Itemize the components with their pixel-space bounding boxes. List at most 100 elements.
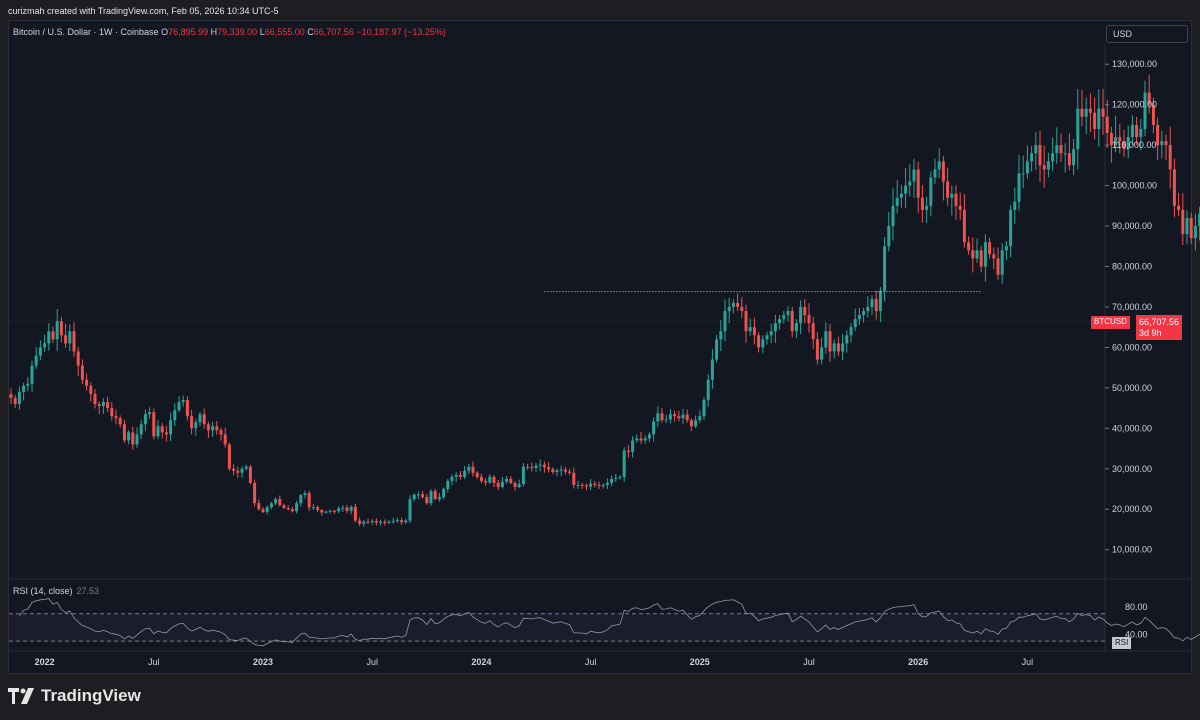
tradingview-logo[interactable]: TradingView [8, 686, 141, 706]
candle-body [198, 414, 202, 423]
candle-body [1172, 169, 1176, 206]
candle-body [752, 327, 756, 336]
candle-body [610, 478, 614, 483]
candle-body [748, 327, 752, 332]
last-price-value: 66,707.56 [1139, 317, 1180, 327]
rsi-legend[interactable]: RSI (14, close) 27.53 [13, 586, 99, 596]
candle-body [1151, 104, 1155, 125]
rsi-value: 27.53 [76, 586, 100, 596]
candle-body [1143, 92, 1147, 129]
candle-body [1168, 145, 1172, 170]
candle-body [689, 420, 693, 427]
time-tick-label: Jul [148, 657, 160, 667]
candle-body [820, 347, 824, 360]
candle-body [311, 507, 315, 509]
candle-body [925, 205, 929, 210]
candle-body [47, 331, 51, 344]
candle-body [303, 493, 307, 496]
candle-body [227, 444, 231, 469]
candle-body [492, 476, 496, 483]
candle-body [1109, 133, 1113, 146]
candle-body [1147, 92, 1151, 105]
candle-body [530, 467, 534, 469]
candle-body [1130, 124, 1134, 138]
open-label: O [161, 27, 169, 37]
candle-body [479, 476, 483, 481]
candle-body [891, 205, 895, 227]
rsi-label: RSI (14, close) [13, 586, 73, 596]
candle-body [1164, 141, 1168, 146]
candle-body [181, 400, 185, 403]
candle-body [475, 472, 479, 477]
candle-body [568, 471, 572, 473]
candle-body [736, 302, 740, 307]
candle-body [1193, 226, 1197, 239]
candle-body [500, 481, 504, 487]
rsi-line [19, 598, 1200, 647]
candle-body [362, 521, 366, 524]
candle-body [408, 499, 412, 521]
candle-body [832, 343, 836, 352]
candle-body [374, 520, 378, 523]
candle-body [51, 331, 55, 340]
candle-body [622, 450, 626, 477]
chart-frame[interactable] [8, 20, 1192, 674]
candle-body [1025, 161, 1029, 174]
candle-body [744, 311, 748, 332]
candle-body [219, 430, 223, 435]
symbol-legend[interactable]: Bitcoin / U.S. Dollar · 1W · Coinbase O7… [13, 27, 446, 37]
candle-body [164, 432, 168, 435]
candle-body [769, 331, 773, 336]
candle-body [933, 169, 937, 178]
candle-body [916, 169, 920, 198]
candle-body [1055, 145, 1059, 154]
candle-body [341, 507, 345, 509]
candle-body [874, 298, 878, 311]
time-tick-label: Jul [366, 657, 378, 667]
candle-body [988, 242, 992, 255]
candle-body [920, 197, 924, 210]
candle-body [169, 420, 173, 435]
candle-body [761, 339, 765, 348]
candle-body [353, 506, 357, 521]
candle-body [215, 426, 219, 431]
candle-body [68, 331, 72, 344]
rsi-axis-tag: RSI [1112, 637, 1132, 649]
candle-body [685, 414, 689, 421]
candle-body [828, 331, 832, 352]
candle-body [576, 484, 580, 486]
candle-body [1181, 209, 1185, 235]
candle-body [740, 306, 744, 311]
price-tick-label: 120,000.00 [1112, 100, 1157, 110]
currency-button[interactable]: USD [1106, 25, 1188, 43]
candle-body [127, 432, 131, 441]
candle-body [1118, 137, 1122, 142]
rsi-tick-label: 40.00 [1125, 629, 1148, 639]
candle-body [93, 393, 97, 405]
candle-body [1030, 153, 1034, 162]
candle-body [299, 495, 303, 504]
low-label: L [259, 27, 265, 37]
candle-body [236, 470, 240, 473]
close-label: C [307, 27, 314, 37]
price-tick-label: 130,000.00 [1112, 59, 1157, 69]
candle-body [958, 205, 962, 210]
candle-body [786, 311, 790, 316]
candle-body [257, 503, 261, 510]
candle-body [278, 499, 282, 506]
candle-body [265, 507, 269, 513]
candle-body [782, 315, 786, 320]
candle-body [983, 242, 987, 267]
candle-body [1009, 209, 1013, 247]
candle-body [345, 507, 349, 511]
candle-body [845, 335, 849, 344]
candle-body [975, 250, 979, 259]
candle-body [694, 420, 698, 427]
rsi-band [9, 613, 1105, 642]
candle-body [677, 416, 681, 419]
candle-body [1097, 108, 1101, 129]
candle-body [202, 414, 206, 425]
candle-body [937, 161, 941, 170]
candle-body [211, 426, 215, 431]
